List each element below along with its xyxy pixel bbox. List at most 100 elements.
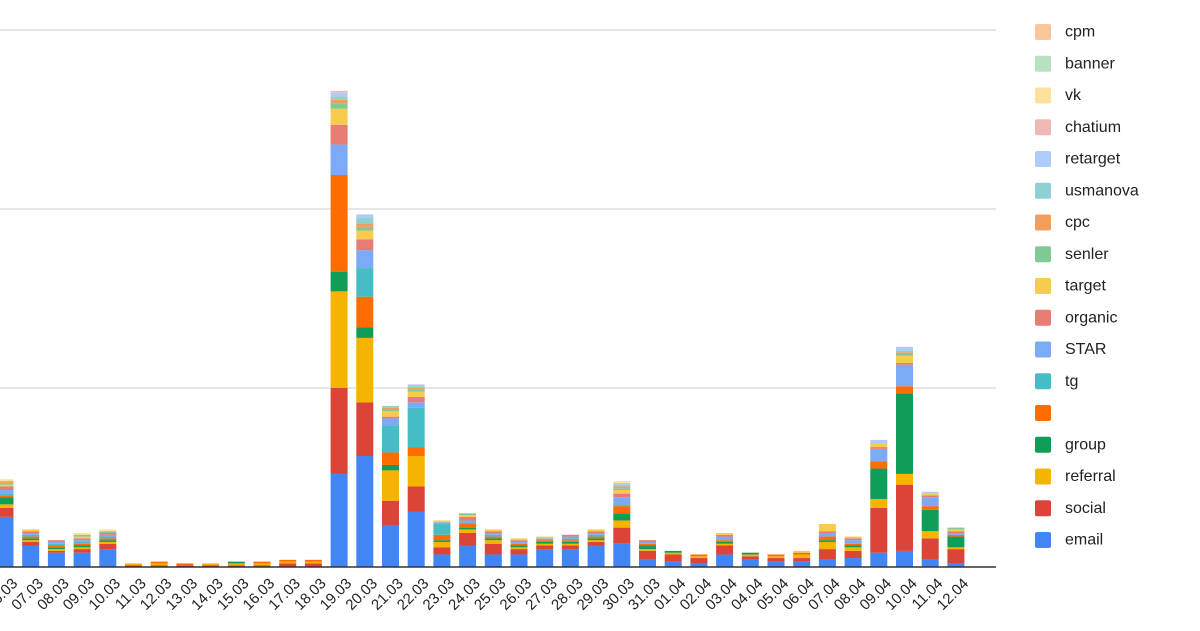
bar-segment-11.04-retarget (921, 491, 939, 494)
bar-segment-26.03-referral (510, 547, 528, 550)
bar-segment-22.03-usmanova (407, 386, 425, 388)
legend-swatch (1035, 532, 1051, 548)
legend-entry: STAR (1035, 341, 1106, 358)
bar-segment-08.03-STAR (47, 541, 65, 544)
bar-segment-20.03-organic (356, 239, 374, 251)
bar-segment-20.03-email (356, 456, 374, 567)
bar-segment-09.03-STAR (73, 540, 91, 542)
legend-swatch (1035, 246, 1051, 263)
bar-segment-26.03-organic (510, 540, 528, 542)
bar-segment-09.03-vk (73, 532, 91, 535)
bar-segment-23.03-STAR (433, 522, 451, 525)
bar-segment-10.03-unnamed (99, 538, 117, 541)
legend-swatch (1035, 55, 1051, 72)
bar-segment-24.03-target (459, 515, 477, 517)
legend-entry: cpm (1035, 24, 1095, 41)
bar-segment-20.03-cpc (356, 223, 374, 227)
bar-segment-23.03-social (433, 547, 451, 555)
bar-segment-01.04-email (664, 561, 682, 567)
bar-segment-30.03-cpc (613, 486, 631, 489)
bar-segment-22.03-target (407, 391, 425, 397)
bar-segment-22.03-email (407, 511, 425, 567)
legend-swatch (1035, 182, 1051, 199)
bar-segment-06.04-target (793, 550, 811, 553)
bar-segment-06.03-vk (0, 479, 14, 482)
bar-segment-11.04-unnamed (921, 506, 939, 510)
bar-segment-20.03-target (356, 230, 374, 240)
bar-segment-23.03-tg (433, 524, 451, 535)
bar-segment-29.03-target (587, 529, 605, 532)
bar-segment-10.03-organic (99, 532, 117, 535)
bar-segment-28.03-unnamed (561, 540, 579, 542)
bar-segment-30.03-email (613, 543, 631, 567)
bar-segment-25.03-unnamed (484, 536, 502, 539)
bar-segment-24.03-unnamed (459, 524, 477, 528)
legend: cpm banner vk chatium retarget usmanova cpc sen… (1035, 24, 1139, 549)
bar-segment-06.03-email (0, 516, 14, 567)
bar-segment-07.04-target (818, 524, 836, 532)
bar-segment-09.03-social (73, 549, 91, 553)
bar-segment-10.03-group (99, 540, 117, 542)
legend-label: organic (1065, 309, 1117, 326)
bar-segment-14.03-referral (202, 563, 220, 566)
legend-label: social (1065, 500, 1106, 517)
bar-segment-20.03-group (356, 327, 374, 338)
bar-segment-19.03-senler (330, 103, 348, 109)
bar-segment-30.03-group (613, 513, 631, 521)
legend-label: STAR (1065, 341, 1106, 358)
bar-segment-19.03-cpc (330, 99, 348, 104)
legend-label: chatium (1065, 119, 1121, 136)
bar-segment-28.03-social (561, 545, 579, 550)
bar-segment-24.03-email (459, 545, 477, 567)
bar-segment-11.03-referral (125, 563, 142, 566)
bar-segment-21.03-email (382, 525, 399, 567)
bar-segment-11.04-email (921, 559, 939, 567)
bar-segment-31.03-organic (639, 540, 656, 542)
bar-segment-30.03-organic (613, 493, 631, 498)
bar-segment-08.03-tg (47, 543, 65, 546)
bar-segment-07.04-STAR (818, 532, 836, 537)
bar-segment-04.04-email (741, 559, 759, 567)
bar-segment-19.03-email (330, 473, 348, 567)
bar-segment-27.03-target (536, 536, 554, 539)
bar-segment-05.04-email (767, 561, 785, 567)
bar-segment-31.03-referral (639, 549, 656, 551)
legend-entry: organic (1035, 309, 1117, 326)
bar-segment-12.04-STAR (947, 532, 965, 535)
legend-swatch (1035, 500, 1051, 517)
bar-segment-06.04-referral (793, 554, 811, 559)
bar-segment-09.04-referral (870, 498, 888, 508)
x-axis-tick-labels: 06.0307.0308.0309.0310.0311.0312.0313.03… (0, 575, 972, 614)
bar-segment-11.04-group (921, 509, 939, 532)
bar-segment-28.03-STAR (561, 536, 579, 539)
bar-segment-07.03-tg (22, 534, 40, 537)
bar-segment-21.03-unnamed (382, 452, 399, 465)
bar-segment-03.04-target (716, 532, 734, 535)
bar-segment-10.04-organic (896, 362, 913, 365)
bar-segment-30.03-senler (613, 488, 631, 491)
bar-segment-29.03-group (587, 538, 605, 541)
bar-segment-31.03-unnamed (639, 543, 656, 546)
legend-swatch (1035, 119, 1051, 136)
legend-entry: tg (1035, 373, 1078, 390)
bar-segment-29.03-tg (587, 534, 605, 537)
bar-segment-07.03-target (22, 529, 40, 532)
bar-segment-21.03-cpc (382, 407, 399, 410)
bar-segment-31.03-STAR (639, 541, 656, 544)
bar-segment-08.04-group (844, 545, 862, 548)
bar-segment-27.03-social (536, 545, 554, 550)
bar-segment-09.04-retarget (870, 439, 888, 444)
bar-segment-04.04-group (741, 552, 759, 555)
bar-segment-10.04-email (896, 550, 913, 567)
bar-segment-23.03-email (433, 554, 451, 567)
bar-segment-11.04-STAR (921, 497, 939, 507)
bar-segment-12.04-group (947, 536, 965, 548)
bar-segment-12.03-social (150, 565, 168, 567)
bar-segment-05.04-referral (767, 556, 785, 559)
bar-segment-06.04-unnamed (793, 552, 811, 555)
bar-segment-20.03-unnamed (356, 296, 374, 328)
legend-swatch (1035, 24, 1051, 40)
bar-segment-10.03-referral (99, 541, 117, 544)
bar-segment-08.03-organic (47, 540, 65, 542)
bar-segment-17.03-social (279, 563, 297, 567)
